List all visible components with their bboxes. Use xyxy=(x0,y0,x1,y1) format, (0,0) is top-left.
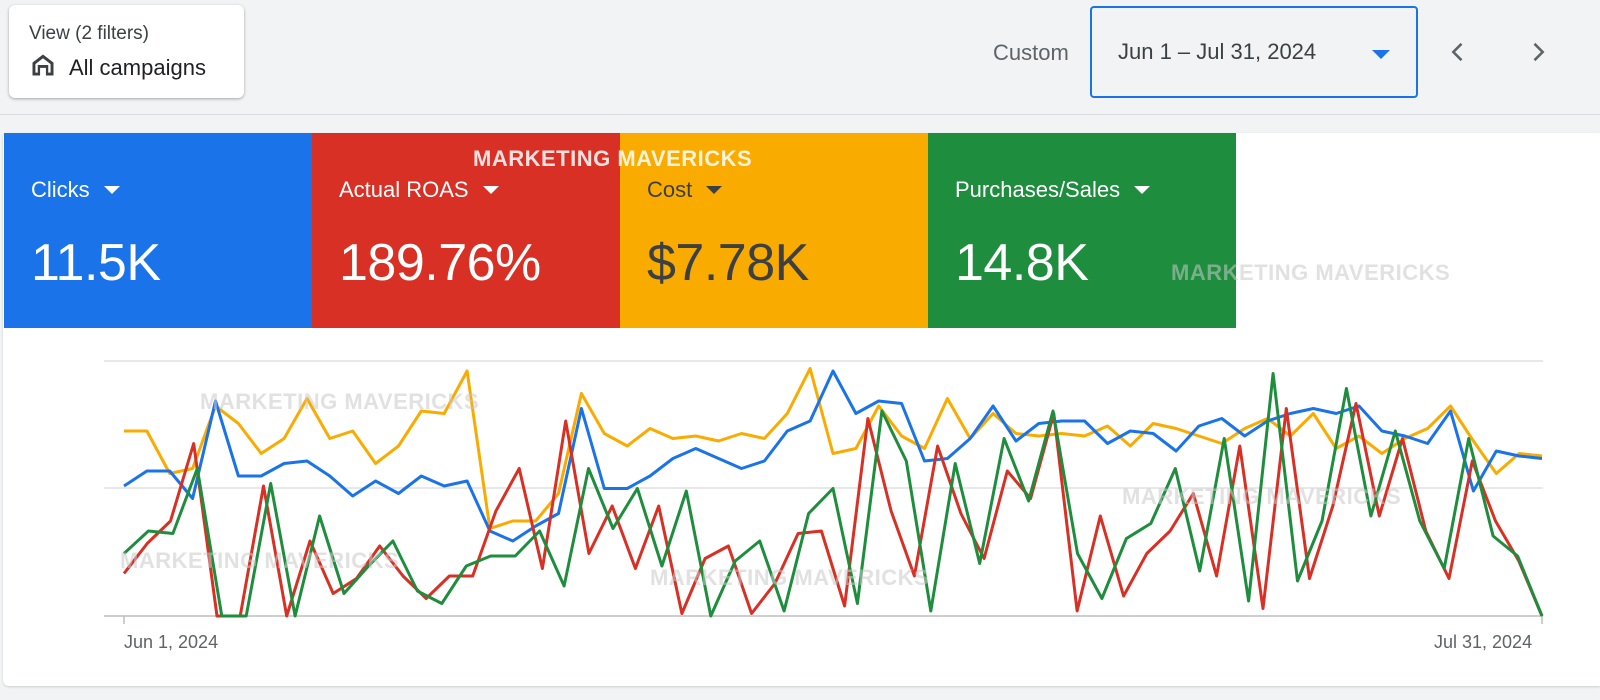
view-filter-label: View (2 filters) xyxy=(29,23,150,44)
series-line-purchases xyxy=(122,372,1544,618)
dropdown-arrow-icon xyxy=(1372,50,1390,59)
watermark: MARKETING MAVERICKS xyxy=(200,389,480,414)
watermark: MARKETING MAVERICKS xyxy=(120,548,400,573)
metric-tile-clicks[interactable]: Clicks 11.5K xyxy=(4,133,312,328)
metric-tile-cost[interactable]: Cost $7.78K xyxy=(620,133,928,328)
next-period-button[interactable] xyxy=(1518,32,1558,72)
date-range-picker[interactable]: Jun 1 – Jul 31, 2024 xyxy=(1090,6,1418,98)
series-line-cost xyxy=(124,367,1543,530)
metric-label: Purchases/Sales xyxy=(955,177,1121,202)
metric-label: Actual ROAS xyxy=(339,177,469,202)
metric-value: 189.76% xyxy=(339,234,541,292)
metric-value: 11.5K xyxy=(31,234,161,292)
metric-value: 14.8K xyxy=(955,234,1089,292)
watermark: MARKETING MAVERICKS xyxy=(1122,484,1402,509)
view-value: All campaigns xyxy=(69,54,206,80)
watermark: MARKETING MAVERICKS xyxy=(650,565,930,590)
date-range-type: Custom xyxy=(993,40,1069,65)
previous-period-button[interactable] xyxy=(1438,32,1478,72)
dropdown-arrow-icon xyxy=(103,186,120,194)
chevron-right-icon xyxy=(1533,42,1545,62)
home-icon xyxy=(29,51,69,84)
date-range-value: Jun 1 – Jul 31, 2024 xyxy=(1118,39,1317,64)
watermark: MARKETING MAVERICKS xyxy=(1171,260,1451,285)
metric-label: Cost xyxy=(647,177,693,202)
watermark: MARKETING MAVERICKS xyxy=(473,146,753,171)
metric-tile-roas[interactable]: Actual ROAS 189.76% xyxy=(312,133,620,328)
top-bar: View (2 filters) All campaigns Custom Ju… xyxy=(0,0,1600,115)
dropdown-arrow-icon xyxy=(706,186,723,194)
metric-tile-purchases[interactable]: Purchases/Sales 14.8K xyxy=(928,133,1236,328)
metric-label: Clicks xyxy=(31,177,90,202)
dropdown-arrow-icon xyxy=(1134,186,1151,194)
series-line-clicks xyxy=(123,369,1543,543)
dropdown-arrow-icon xyxy=(482,186,499,194)
x-tick-label-end: Jul 31, 2024 xyxy=(1434,632,1533,652)
view-selector[interactable]: View (2 filters) All campaigns xyxy=(9,5,244,98)
metric-value: $7.78K xyxy=(647,234,809,292)
chevron-left-icon xyxy=(1451,42,1463,62)
x-tick-label-start: Jun 1, 2024 xyxy=(124,632,219,652)
